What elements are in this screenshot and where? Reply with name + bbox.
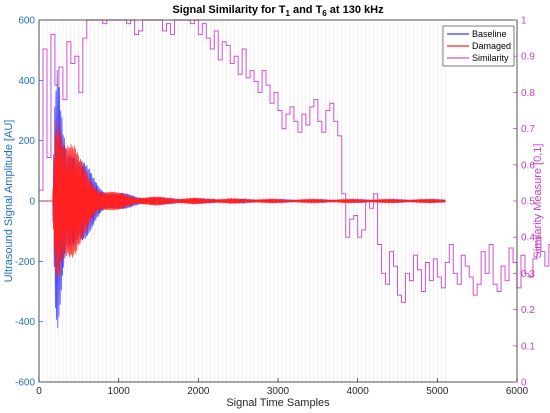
left-tick-label: -200 (15, 257, 35, 268)
legend-label-similarity: Similarity (472, 53, 509, 63)
x-tick-label: 0 (36, 386, 42, 397)
left-tick-label: -600 (15, 378, 35, 389)
legend-label-damaged: Damaged (472, 41, 511, 51)
x-axis-label: Signal Time Samples (226, 397, 330, 409)
legend: Baseline Damaged Similarity (442, 25, 515, 67)
x-tick-label: 5000 (426, 386, 449, 397)
left-tick-label: 400 (18, 76, 35, 87)
right-tick-label: 0.1 (521, 341, 535, 352)
right-tick-label: 0 (521, 378, 527, 389)
right-axis-ticks: 0 0.1 0.2 0.3 0.4 0.5 0.6 0.7 0.8 0.9 1 (513, 16, 535, 389)
right-axis-label: Similarity Measure [0,1] (532, 144, 544, 259)
legend-label-baseline: Baseline (472, 29, 507, 39)
right-tick-label: 0.2 (521, 305, 535, 316)
left-axis-ticks: -600 -400 -200 0 200 400 600 (15, 16, 43, 389)
right-tick-label: 0.9 (521, 52, 535, 63)
series-line-similarity (39, 19, 550, 303)
left-tick-label: 0 (29, 197, 35, 208)
chart-title: Signal Similarity for T1 and T6 at 130 k… (172, 4, 384, 18)
x-tick-label: 4000 (347, 386, 370, 397)
left-tick-label: 600 (18, 16, 35, 27)
right-tick-label: 0.4 (521, 233, 535, 244)
right-tick-label: 1 (521, 16, 527, 27)
x-tick-label: 2000 (187, 386, 210, 397)
right-tick-label: 0.3 (521, 269, 535, 280)
left-tick-label: -400 (15, 317, 35, 328)
series-layer (39, 19, 550, 329)
right-tick-label: 0.8 (521, 88, 535, 99)
right-tick-label: 0.5 (521, 197, 535, 208)
series-line-damaged (39, 120, 446, 279)
x-axis-ticks: 0 1000 2000 3000 4000 5000 6000 (36, 378, 529, 397)
right-tick-label: 0.6 (521, 160, 535, 171)
left-axis-label: Ultrasound Signal Amplitude [AU] (3, 120, 15, 283)
x-tick-label: 3000 (267, 386, 290, 397)
right-tick-label: 0.7 (521, 124, 535, 135)
x-tick-label: 6000 (506, 386, 529, 397)
x-tick-label: 1000 (108, 386, 131, 397)
left-tick-label: 200 (18, 136, 35, 147)
